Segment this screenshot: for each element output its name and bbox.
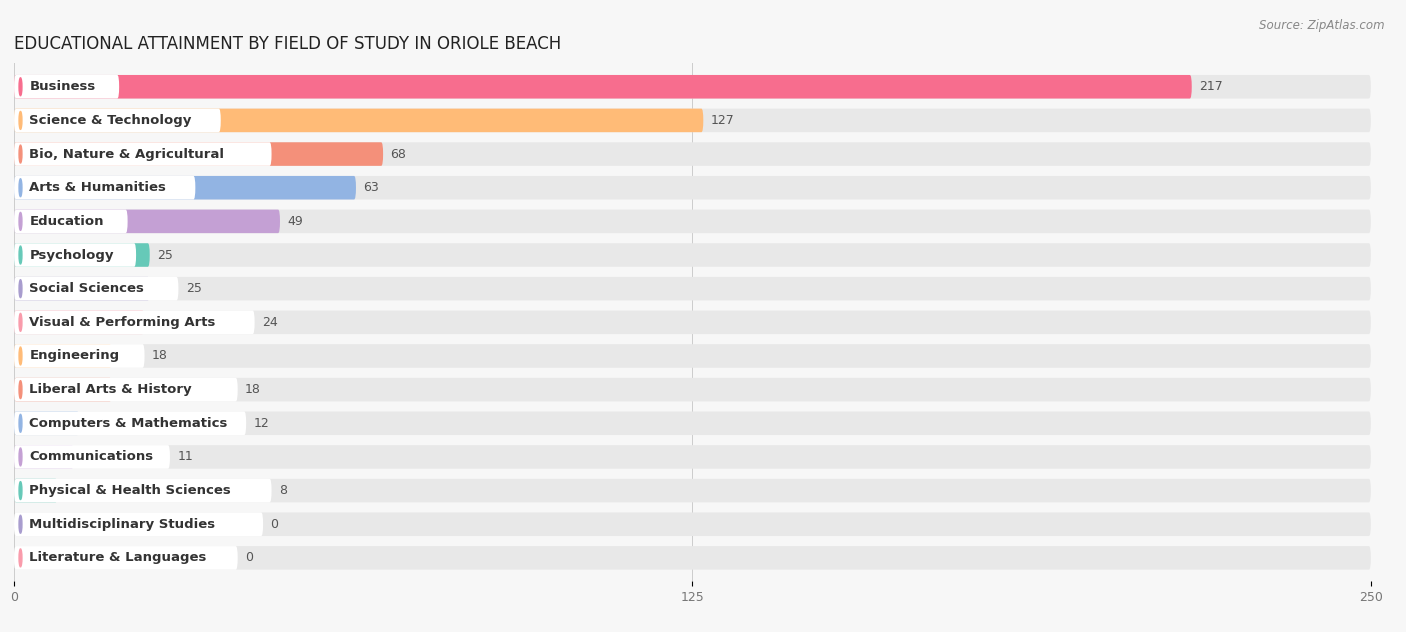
Text: Computers & Mathematics: Computers & Mathematics [30,416,228,430]
Circle shape [20,246,22,264]
FancyBboxPatch shape [14,109,703,132]
FancyBboxPatch shape [14,243,136,267]
Text: Engineering: Engineering [30,349,120,363]
Text: Source: ZipAtlas.com: Source: ZipAtlas.com [1260,19,1385,32]
Circle shape [20,482,22,499]
FancyBboxPatch shape [14,445,73,469]
Text: Bio, Nature & Agricultural: Bio, Nature & Agricultural [30,147,225,161]
Text: 127: 127 [711,114,734,127]
FancyBboxPatch shape [14,210,128,233]
Text: Science & Technology: Science & Technology [30,114,191,127]
FancyBboxPatch shape [14,479,58,502]
FancyBboxPatch shape [14,310,145,334]
FancyBboxPatch shape [14,142,1371,166]
FancyBboxPatch shape [14,513,1371,536]
Text: Physical & Health Sciences: Physical & Health Sciences [30,484,231,497]
FancyBboxPatch shape [14,546,238,569]
Text: Arts & Humanities: Arts & Humanities [30,181,166,194]
Circle shape [20,347,22,365]
Text: EDUCATIONAL ATTAINMENT BY FIELD OF STUDY IN ORIOLE BEACH: EDUCATIONAL ATTAINMENT BY FIELD OF STUDY… [14,35,561,53]
Text: Psychology: Psychology [30,248,114,262]
FancyBboxPatch shape [14,210,1371,233]
Circle shape [20,549,22,567]
FancyBboxPatch shape [14,378,1371,401]
Circle shape [20,212,22,230]
FancyBboxPatch shape [14,277,150,300]
FancyBboxPatch shape [14,344,145,368]
Text: 68: 68 [391,147,406,161]
FancyBboxPatch shape [14,75,1371,99]
FancyBboxPatch shape [14,411,79,435]
FancyBboxPatch shape [14,243,150,267]
FancyBboxPatch shape [14,210,280,233]
FancyBboxPatch shape [14,310,254,334]
FancyBboxPatch shape [14,176,195,200]
Circle shape [20,380,22,399]
FancyBboxPatch shape [14,142,271,166]
Text: 63: 63 [363,181,380,194]
Text: Education: Education [30,215,104,228]
FancyBboxPatch shape [14,75,120,99]
FancyBboxPatch shape [14,513,263,536]
Text: 11: 11 [177,451,193,463]
Circle shape [20,78,22,95]
Text: 0: 0 [245,551,253,564]
FancyBboxPatch shape [14,109,221,132]
FancyBboxPatch shape [14,378,111,401]
Circle shape [20,515,22,533]
FancyBboxPatch shape [14,546,1371,569]
FancyBboxPatch shape [14,277,1371,300]
FancyBboxPatch shape [14,75,1192,99]
Text: 18: 18 [152,349,167,363]
Text: Liberal Arts & History: Liberal Arts & History [30,383,193,396]
Text: Literature & Languages: Literature & Languages [30,551,207,564]
FancyBboxPatch shape [14,411,246,435]
Text: 0: 0 [270,518,278,531]
FancyBboxPatch shape [14,479,1371,502]
Text: Business: Business [30,80,96,94]
Circle shape [20,448,22,466]
Circle shape [20,111,22,130]
FancyBboxPatch shape [14,310,1371,334]
Circle shape [20,179,22,197]
FancyBboxPatch shape [14,109,1371,132]
Text: 18: 18 [245,383,262,396]
Text: Social Sciences: Social Sciences [30,282,145,295]
FancyBboxPatch shape [14,142,382,166]
Text: Visual & Performing Arts: Visual & Performing Arts [30,316,215,329]
Text: Multidisciplinary Studies: Multidisciplinary Studies [30,518,215,531]
Text: 24: 24 [262,316,278,329]
FancyBboxPatch shape [14,243,1371,267]
FancyBboxPatch shape [14,176,356,200]
Text: 8: 8 [278,484,287,497]
Text: 12: 12 [253,416,270,430]
FancyBboxPatch shape [14,479,271,502]
Text: 49: 49 [287,215,304,228]
FancyBboxPatch shape [14,378,238,401]
Text: 25: 25 [157,248,173,262]
FancyBboxPatch shape [14,344,1371,368]
FancyBboxPatch shape [14,445,1371,469]
Circle shape [20,145,22,163]
Text: 25: 25 [186,282,202,295]
Circle shape [20,415,22,432]
Circle shape [20,280,22,298]
Text: Communications: Communications [30,451,153,463]
FancyBboxPatch shape [14,277,179,300]
FancyBboxPatch shape [14,176,1371,200]
FancyBboxPatch shape [14,344,111,368]
Circle shape [20,313,22,331]
FancyBboxPatch shape [14,411,1371,435]
Text: 217: 217 [1199,80,1223,94]
FancyBboxPatch shape [14,445,170,469]
